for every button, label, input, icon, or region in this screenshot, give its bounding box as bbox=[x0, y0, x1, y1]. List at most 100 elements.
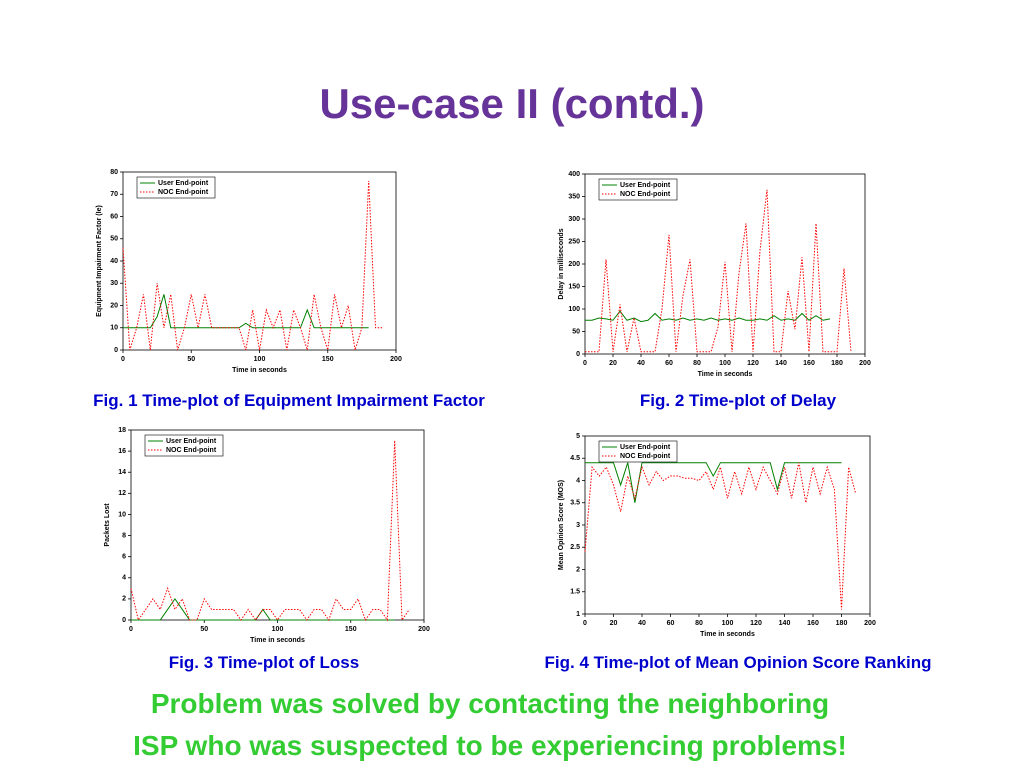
y-axis-title: Mean Opinion Score (MOS) bbox=[558, 480, 565, 570]
x-axis-title: Time in seconds bbox=[232, 367, 287, 374]
conclusion-line: ISP who was suspected to be experiencing… bbox=[133, 730, 847, 761]
y-tick-label: 400 bbox=[568, 171, 580, 178]
y-axis-title: Delay in milliseconds bbox=[558, 228, 565, 299]
series-line bbox=[584, 462, 857, 610]
y-axis-title: Equipment Impairment Factor (Ie) bbox=[96, 205, 103, 317]
x-tick-label: 20 bbox=[610, 620, 618, 627]
legend-label: NOC End-point bbox=[166, 447, 217, 454]
figure-caption: Fig. 3 Time-plot of Loss bbox=[169, 653, 359, 672]
x-tick-label: 140 bbox=[779, 620, 791, 627]
series-line bbox=[131, 598, 395, 621]
y-tick-label: 3.5 bbox=[570, 500, 580, 507]
x-tick-label: 80 bbox=[695, 620, 703, 627]
y-tick-label: 300 bbox=[568, 216, 580, 223]
series-line bbox=[130, 440, 410, 622]
legend-box bbox=[136, 176, 216, 199]
y-tick-label: 0 bbox=[114, 347, 118, 354]
conclusion-line: Problem was solved by contacting the nei… bbox=[151, 688, 829, 719]
y-tick-label: 4.5 bbox=[570, 455, 580, 462]
x-tick-label: 50 bbox=[200, 626, 208, 633]
y-tick-label: 16 bbox=[118, 448, 126, 455]
x-tick-label: 160 bbox=[803, 360, 815, 367]
y-tick-label: 14 bbox=[118, 469, 126, 476]
y-tick-label: 40 bbox=[110, 258, 118, 265]
y-tick-label: 10 bbox=[118, 511, 126, 518]
x-tick-label: 0 bbox=[121, 356, 125, 363]
legend-label: NOC End-point bbox=[158, 189, 209, 196]
y-tick-label: 70 bbox=[110, 191, 118, 198]
legend-box bbox=[598, 440, 678, 463]
x-tick-label: 0 bbox=[583, 620, 587, 627]
series-line bbox=[585, 310, 831, 323]
y-tick-label: 0 bbox=[122, 617, 126, 624]
legend-label: User End-point bbox=[620, 444, 671, 451]
x-tick-label: 140 bbox=[775, 360, 787, 367]
x-tick-label: 120 bbox=[747, 360, 759, 367]
series-line bbox=[123, 294, 369, 329]
x-tick-label: 180 bbox=[836, 620, 848, 627]
x-tick-label: 150 bbox=[322, 356, 334, 363]
series-line bbox=[122, 180, 383, 351]
figure-caption: Fig. 2 Time-plot of Delay bbox=[640, 391, 837, 410]
y-tick-label: 30 bbox=[110, 280, 118, 287]
x-tick-label: 20 bbox=[609, 360, 617, 367]
legend-label: NOC End-point bbox=[620, 453, 671, 460]
x-tick-label: 60 bbox=[667, 620, 675, 627]
x-axis-title: Time in seconds bbox=[698, 371, 753, 378]
legend-box bbox=[144, 434, 224, 457]
y-tick-label: 350 bbox=[568, 193, 580, 200]
x-tick-label: 100 bbox=[719, 360, 731, 367]
y-tick-label: 12 bbox=[118, 490, 126, 497]
y-tick-label: 2 bbox=[576, 566, 580, 573]
y-tick-label: 4 bbox=[122, 575, 126, 582]
y-tick-label: 50 bbox=[572, 328, 580, 335]
y-tick-label: 2 bbox=[122, 596, 126, 603]
x-tick-label: 0 bbox=[129, 626, 133, 633]
x-tick-label: 50 bbox=[187, 356, 195, 363]
x-tick-label: 100 bbox=[254, 356, 266, 363]
figure-caption: Fig. 4 Time-plot of Mean Opinion Score R… bbox=[545, 653, 932, 672]
y-tick-label: 8 bbox=[122, 532, 126, 539]
x-tick-label: 80 bbox=[693, 360, 701, 367]
y-tick-label: 150 bbox=[568, 283, 580, 290]
y-tick-label: 0 bbox=[576, 351, 580, 358]
legend-box bbox=[598, 178, 678, 201]
x-tick-label: 200 bbox=[859, 360, 871, 367]
y-tick-label: 18 bbox=[118, 427, 126, 434]
y-axis-title: Packets Lost bbox=[104, 503, 111, 547]
y-tick-label: 50 bbox=[110, 236, 118, 243]
x-tick-label: 200 bbox=[418, 626, 430, 633]
x-tick-label: 120 bbox=[750, 620, 762, 627]
y-tick-label: 100 bbox=[568, 306, 580, 313]
x-tick-label: 100 bbox=[722, 620, 734, 627]
x-axis-title: Time in seconds bbox=[700, 631, 755, 638]
x-tick-label: 200 bbox=[390, 356, 402, 363]
y-tick-label: 20 bbox=[110, 302, 118, 309]
x-tick-label: 40 bbox=[637, 360, 645, 367]
legend-label: User End-point bbox=[166, 438, 217, 445]
y-tick-label: 3 bbox=[576, 522, 580, 529]
y-tick-label: 4 bbox=[576, 477, 580, 484]
legend-label: NOC End-point bbox=[620, 191, 671, 198]
y-tick-label: 200 bbox=[568, 261, 580, 268]
y-tick-label: 6 bbox=[122, 554, 126, 561]
x-tick-label: 150 bbox=[345, 626, 357, 633]
y-tick-label: 250 bbox=[568, 238, 580, 245]
x-tick-label: 180 bbox=[831, 360, 843, 367]
x-tick-label: 40 bbox=[638, 620, 646, 627]
y-tick-label: 1.5 bbox=[570, 589, 580, 596]
x-tick-label: 160 bbox=[807, 620, 819, 627]
y-tick-label: 60 bbox=[110, 213, 118, 220]
y-tick-label: 5 bbox=[576, 433, 580, 440]
figure-caption: Fig. 1 Time-plot of Equipment Impairment… bbox=[93, 391, 485, 410]
y-tick-label: 2.5 bbox=[570, 544, 580, 551]
y-tick-label: 1 bbox=[576, 611, 580, 618]
x-tick-label: 0 bbox=[583, 360, 587, 367]
y-tick-label: 80 bbox=[110, 169, 118, 176]
x-tick-label: 60 bbox=[665, 360, 673, 367]
legend-label: User End-point bbox=[620, 182, 671, 189]
y-tick-label: 10 bbox=[110, 325, 118, 332]
slide-title: Use-case II (contd.) bbox=[319, 80, 704, 127]
